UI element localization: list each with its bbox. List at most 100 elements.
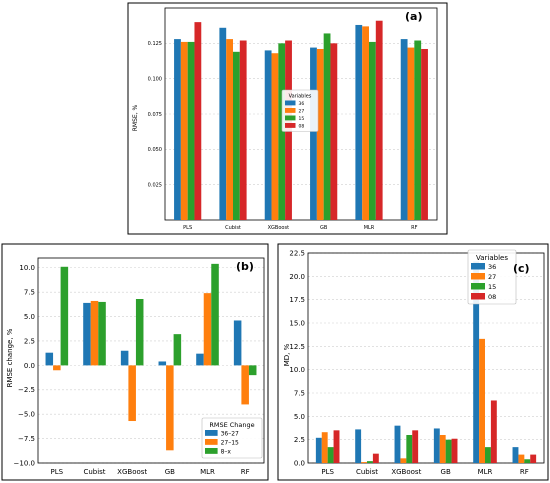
panel-b-ylabel: RMSE change, % xyxy=(6,328,14,387)
panel-b-legend-swatch xyxy=(205,439,218,445)
panel-b-ytick-label: −7.5 xyxy=(18,435,35,443)
panel-b-frame xyxy=(1,243,269,481)
panel-c-bar-gb-27 xyxy=(439,435,446,463)
panel-b-bar-xgboost-8x xyxy=(135,299,144,366)
panel-c-axes xyxy=(307,252,545,464)
panel-a-bar-pls-15 xyxy=(187,41,195,220)
panel-c-bar-cubist-36 xyxy=(355,429,362,463)
panel-a-xtick-label: PLS xyxy=(183,225,192,231)
panel-a-ytick-label: 0.100 xyxy=(148,76,162,82)
panel-a-bar-mlr-08 xyxy=(375,20,383,220)
panel-c-ytick-label: 5.0 xyxy=(294,413,305,421)
panel-b-bar-gb-8x xyxy=(173,334,182,366)
panel-a-bar-rf-08 xyxy=(421,48,428,221)
panel-a-bar-mlr-15 xyxy=(369,41,376,220)
panel-b-legend-label: 27–15 xyxy=(221,439,239,446)
panel-b-bar-gb-2715 xyxy=(166,365,174,451)
panel-c-legend-swatch xyxy=(471,263,485,270)
panel-a-bar-gb-36 xyxy=(310,47,317,220)
panel-b-xtick-label: GB xyxy=(165,468,175,476)
panel-c-xtick-label: PLS xyxy=(321,468,334,476)
panel-a-bar-pls-08 xyxy=(194,22,202,221)
panel-c-bar-cubist-15 xyxy=(367,461,373,463)
panel-b-bar-mlr-2715 xyxy=(203,293,212,366)
panel-b-xtick-label: RF xyxy=(241,468,250,476)
panel-b-ytick-label: 2.5 xyxy=(24,337,35,345)
panel-c-bar-xgboost-08 xyxy=(412,430,419,463)
panel-b-ytick-label: −2.5 xyxy=(18,386,35,394)
panel-a: RMSE, % 0.025 0.050 0.075 0.100 0.125 PLS Cubi… xyxy=(127,2,448,235)
panel-a-bar-xgboost-27 xyxy=(271,53,279,220)
panel-b-bar-pls-8x xyxy=(60,266,69,366)
panel-c-xtick-label: XGBoost xyxy=(391,468,421,476)
panel-a-bar-pls-27 xyxy=(180,41,188,220)
panel-c-xtick-label: MLR xyxy=(478,468,493,476)
panel-b-axes xyxy=(37,257,265,464)
panel-b-bar-gb-3627 xyxy=(158,361,167,366)
panel-c-legend-label: 36 xyxy=(488,263,496,271)
panel-b-bar-rf-3627 xyxy=(233,320,242,366)
panel-c-bar-cubist-27 xyxy=(361,462,367,463)
panel-c-ytick-label: 20.0 xyxy=(289,273,305,281)
panel-a-bar-rf-15 xyxy=(414,40,422,220)
panel-b-bar-cubist-2715 xyxy=(90,300,99,366)
panel-a-legend-label: 08 xyxy=(299,124,305,130)
panel-b-bar-xgboost-2715 xyxy=(128,365,136,422)
panel-a-bar-rf-27 xyxy=(407,47,415,220)
panel-b-ytick-label: 10.0 xyxy=(19,264,35,272)
panel-a-legend-swatch xyxy=(285,108,296,113)
panel-a-bar-xgboost-36 xyxy=(264,50,272,221)
panel-b-bar-pls-3627 xyxy=(45,352,54,366)
panel-b-bar-rf-2715 xyxy=(241,365,249,405)
panel-a-legend-label: 27 xyxy=(299,109,305,115)
panel-c-legend-label: 15 xyxy=(488,283,496,291)
panel-b-xtick-label: XGBoost xyxy=(117,468,147,476)
panel-c-xtick-label: GB xyxy=(441,468,451,476)
panel-c-xtick-label: RF xyxy=(520,468,529,476)
panel-a-ytick-label: 0.075 xyxy=(148,112,162,118)
panel-b-bar-cubist-8x xyxy=(98,301,106,366)
panel-c-xtick-label: Cubist xyxy=(356,468,378,476)
panel-a-bar-cubist-27 xyxy=(226,39,233,220)
panel-a-xtick-label: XGBoost xyxy=(268,225,289,231)
panel-c-bar-xgboost-15 xyxy=(406,435,413,463)
panel-c-ytick-label: 15.0 xyxy=(289,319,305,327)
panel-b: RMSE change, % −10.0 −7.5 −5.0 −2.5 0.0 2.5 5.… xyxy=(1,243,269,481)
panel-a-bar-mlr-36 xyxy=(355,24,363,221)
panel-a-bar-gb-08 xyxy=(330,43,338,221)
panel-a-bar-cubist-36 xyxy=(219,27,227,220)
panel-c-ytick-label: 10.0 xyxy=(289,366,305,374)
panel-b-legend-label: 36–27 xyxy=(221,430,239,437)
panel-b-bar-cubist-3627 xyxy=(83,302,91,366)
panel-a-legend-swatch xyxy=(285,115,296,121)
panel-c-ylabel: MD, % xyxy=(283,343,291,366)
panel-a-ylabel: RMSE, % xyxy=(132,104,139,131)
panel-c-bar-mlr-36 xyxy=(473,261,480,463)
panel-c-bar-pls-08 xyxy=(333,430,340,463)
panel-b-bar-pls-2715 xyxy=(53,365,61,371)
panel-b-ytick-label: 0.0 xyxy=(24,362,35,370)
panel-c-bar-rf-36 xyxy=(512,447,519,463)
panel-a-axes xyxy=(164,7,438,221)
panel-a-bar-mlr-27 xyxy=(362,26,369,220)
panel-c-bar-xgboost-36 xyxy=(394,425,401,463)
panel-c-ytick-label: 12.5 xyxy=(289,343,305,351)
panel-b-legend-swatch xyxy=(205,430,218,436)
panel-b-xtick-label: Cubist xyxy=(83,468,105,476)
panel-a-legend-label: 15 xyxy=(299,116,305,122)
panel-c-legend-swatch xyxy=(471,273,485,280)
panel-a-bar-rf-36 xyxy=(400,39,408,220)
panel-a-ytick-label: 0.050 xyxy=(148,147,162,153)
panel-c-bar-gb-36 xyxy=(433,428,440,463)
panel-b-legend-title: RMSE Change xyxy=(209,421,254,429)
panel-b-ytick-label: −5.0 xyxy=(18,411,35,419)
panel-b-legend-label: 8–x xyxy=(221,448,232,455)
panel-c-bar-gb-08 xyxy=(451,438,458,463)
panel-c-legend-title: Variables xyxy=(476,254,508,262)
panel-a-legend-title: Variables xyxy=(289,94,312,100)
panel-a-bar-pls-36 xyxy=(174,39,181,220)
panel-c-bar-mlr-15 xyxy=(485,447,491,463)
panel-a-legend-swatch xyxy=(285,123,296,128)
panel-c-ytick-label: 22.5 xyxy=(289,249,305,257)
